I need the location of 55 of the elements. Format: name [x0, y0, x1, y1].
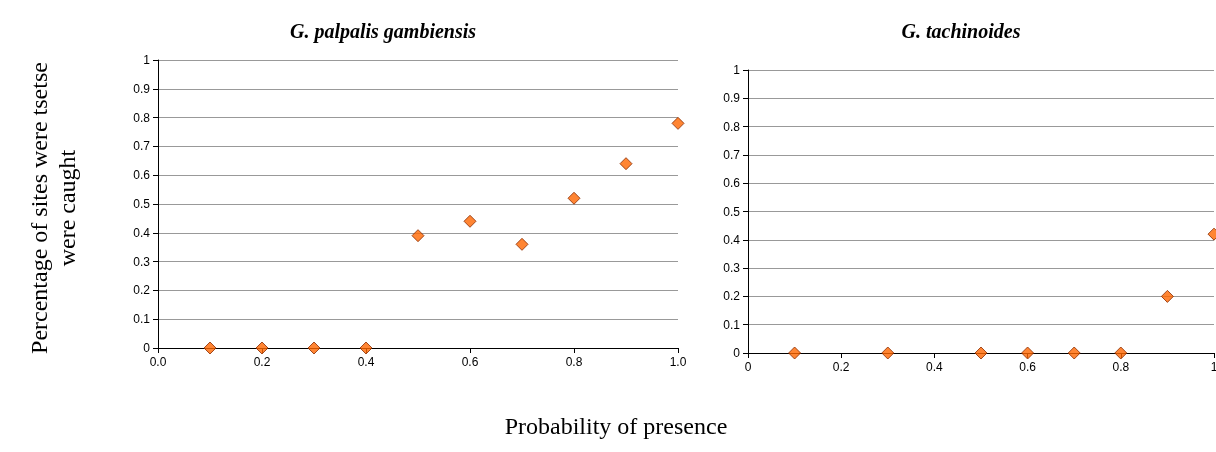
y-tick-label: 0.5 [133, 197, 151, 211]
y-tick-label: 0.7 [133, 139, 151, 154]
point [671, 116, 685, 130]
x-tick-label: 1 [1210, 360, 1216, 374]
x-tick-label: 0.4 [357, 355, 375, 369]
chart-title: G. tachinoides [901, 20, 1021, 42]
x-tick-label: 1.0 [669, 355, 687, 369]
x-tick-label: 0.0 [149, 355, 167, 369]
x-tick-label: 0 [744, 360, 752, 374]
point [203, 341, 217, 355]
point [567, 191, 581, 205]
x-tick-label: 0.8 [1112, 360, 1130, 374]
x-tick-label: 0.6 [1019, 360, 1037, 374]
x-axis-title: Probability of presence [503, 413, 729, 440]
y-tick-label: 0 [733, 346, 741, 360]
point [1160, 289, 1174, 303]
point [881, 346, 895, 360]
point [359, 341, 373, 355]
y-tick-label: 0.1 [133, 312, 151, 327]
y-tick-label: 0.9 [133, 81, 151, 96]
x-tick-label: 0.6 [461, 355, 479, 369]
y-tick-label: 0.4 [133, 225, 151, 240]
point [788, 346, 802, 360]
y-tick-label: 0.5 [723, 204, 741, 219]
y-tick-label: 0.8 [133, 110, 151, 125]
point [411, 229, 425, 243]
y-tick-label: 0.6 [133, 168, 151, 183]
point [255, 341, 269, 355]
point [1114, 346, 1128, 360]
y-tick-label: 1 [733, 63, 741, 77]
x-tick-label: 0.2 [832, 360, 850, 374]
y-tick-label: 0.2 [133, 283, 151, 298]
y-tick-label: 0.1 [723, 317, 741, 332]
point [307, 341, 321, 355]
y-tick-label: 0 [143, 341, 151, 355]
point [974, 346, 988, 360]
point [1067, 346, 1081, 360]
y-tick-label: 1 [143, 53, 151, 67]
y-tick-label: 0.9 [723, 91, 741, 106]
point [515, 237, 529, 251]
y-tick-label: 0.8 [723, 119, 741, 134]
x-tick-label: 0.4 [926, 360, 944, 374]
x-tick-label: 0.8 [565, 355, 583, 369]
point [463, 214, 477, 228]
y-axis-title: Percentage of sites were tsetse were caught [25, 61, 81, 356]
y-tick-label: 0.3 [723, 261, 741, 276]
point [619, 157, 633, 171]
x-tick-label: 0.2 [253, 355, 271, 369]
y-tick-label: 0.4 [723, 232, 741, 247]
y-tick-label: 0.3 [133, 254, 151, 269]
y-tick-label: 0.7 [723, 147, 741, 162]
y-tick-label: 0.2 [723, 289, 741, 304]
point [1021, 346, 1035, 360]
y-tick-label: 0.6 [723, 176, 741, 191]
chart-title: G. palpalis gambiensis [289, 20, 477, 43]
